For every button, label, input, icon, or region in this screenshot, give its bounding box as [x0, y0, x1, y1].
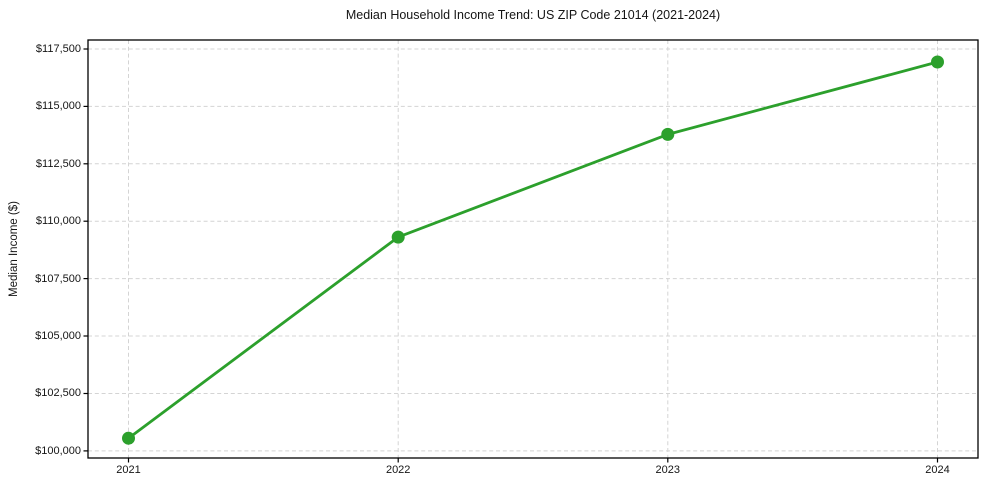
x-tick-label: 2023 — [655, 464, 681, 476]
y-tick-label: $102,500 — [35, 387, 81, 400]
y-tick-label: $107,500 — [35, 272, 81, 285]
y-tick-label: $100,000 — [35, 444, 81, 457]
data-point — [391, 230, 405, 244]
data-point — [661, 127, 675, 141]
x-tick-label: 2021 — [116, 464, 141, 476]
x-tick-label: 2024 — [925, 464, 950, 476]
y-tick-label: $115,000 — [35, 100, 81, 113]
y-tick-label: $105,000 — [35, 330, 81, 343]
x-tick-label: 2022 — [385, 464, 411, 476]
data-point — [122, 431, 135, 445]
income-line — [127, 60, 939, 440]
y-tick-label: $112,500 — [35, 157, 81, 170]
y-tick-label: $117,500 — [35, 42, 81, 55]
y-tick-label: $110,000 — [35, 215, 81, 228]
data-point — [931, 55, 944, 69]
chart-title: Median Household Income Trend: US ZIP Co… — [345, 8, 721, 22]
axis-frame — [87, 39, 979, 459]
